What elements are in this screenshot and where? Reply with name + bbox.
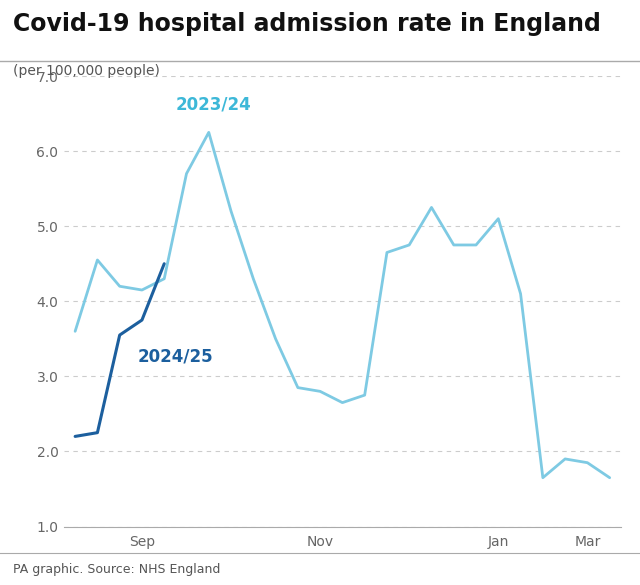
Text: 2023/24: 2023/24: [175, 96, 251, 114]
Text: (per 100,000 people): (per 100,000 people): [13, 64, 159, 78]
Text: PA graphic. Source: NHS England: PA graphic. Source: NHS England: [13, 563, 220, 576]
Text: 2024/25: 2024/25: [138, 347, 213, 366]
Text: Covid-19 hospital admission rate in England: Covid-19 hospital admission rate in Engl…: [13, 12, 601, 36]
